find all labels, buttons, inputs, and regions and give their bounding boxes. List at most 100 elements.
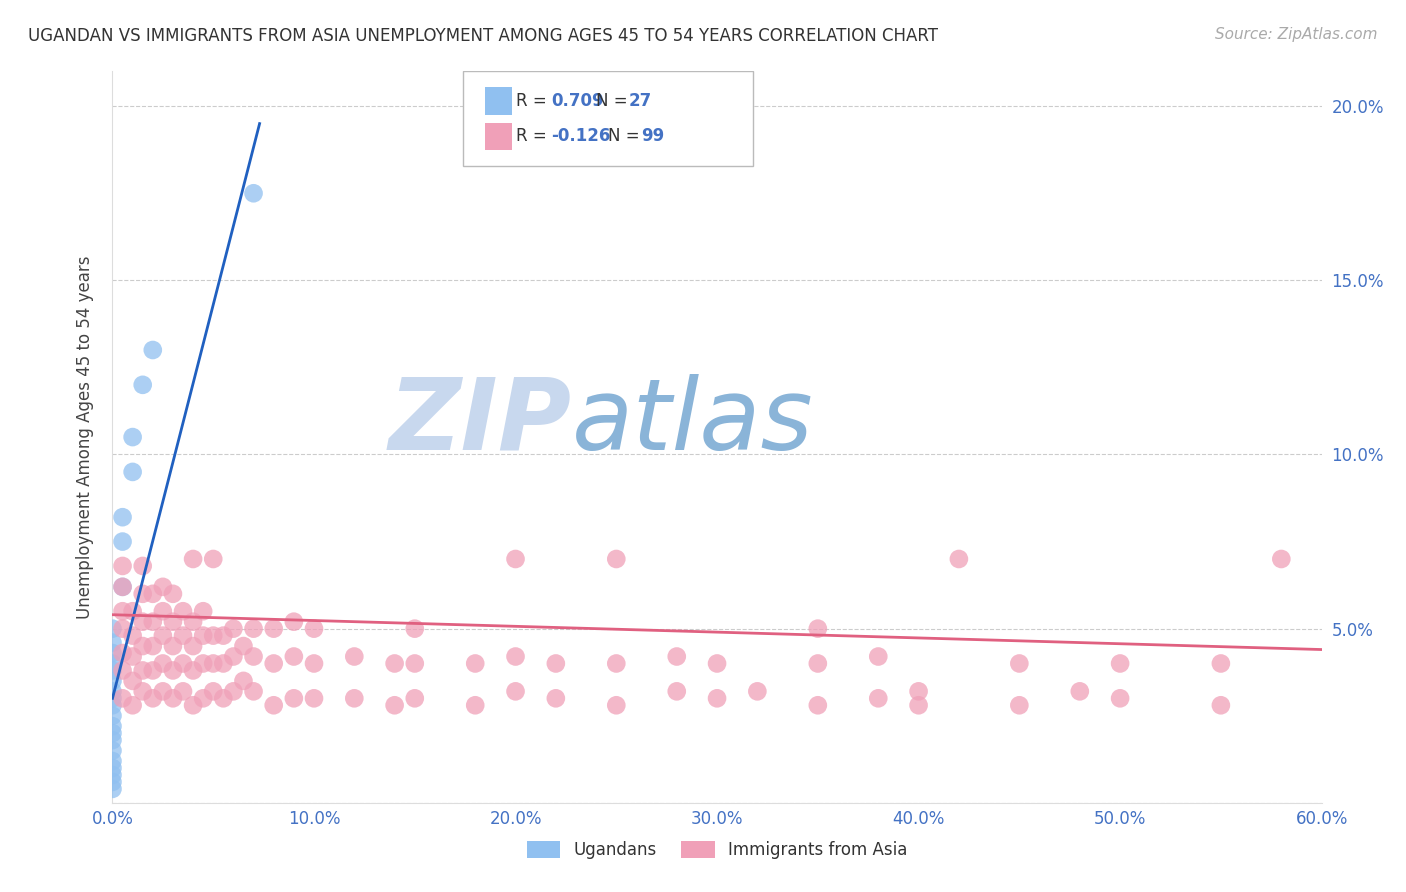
Point (111, 510, 134, 524)
Point (101, 761, 124, 775)
Point (142, 639, 165, 653)
Point (907, 698, 929, 713)
Point (212, 691, 235, 706)
Point (152, 580, 174, 594)
Point (132, 558, 155, 573)
Point (384, 698, 406, 713)
Point (111, 580, 134, 594)
Point (191, 604, 214, 618)
Point (404, 622, 426, 636)
Point (232, 673, 254, 688)
Point (1270, 552, 1292, 566)
Point (101, 768, 124, 782)
Point (706, 691, 728, 706)
Point (807, 657, 830, 671)
Point (181, 615, 204, 629)
Point (1069, 684, 1091, 698)
Point (172, 684, 194, 698)
Point (111, 534, 134, 549)
Point (404, 691, 426, 706)
Point (132, 377, 155, 392)
Point (142, 664, 165, 678)
Point (162, 615, 184, 629)
Point (111, 580, 134, 594)
Point (162, 639, 184, 653)
Point (283, 691, 305, 706)
Point (162, 691, 184, 706)
Point (544, 657, 567, 671)
Point (464, 657, 486, 671)
Point (868, 649, 890, 664)
Point (121, 430, 143, 444)
Point (101, 698, 124, 713)
Point (343, 649, 366, 664)
Point (283, 649, 305, 664)
Point (868, 691, 890, 706)
Point (706, 657, 728, 671)
Point (101, 708, 124, 723)
Point (101, 775, 124, 789)
Point (807, 622, 830, 636)
Point (152, 629, 174, 643)
Point (404, 657, 426, 671)
Text: Source: ZipAtlas.com: Source: ZipAtlas.com (1215, 27, 1378, 42)
Point (162, 587, 184, 601)
Point (132, 615, 155, 629)
Text: R =: R = (516, 128, 553, 145)
Point (101, 664, 124, 678)
Point (121, 465, 143, 479)
Point (302, 622, 325, 636)
Point (111, 558, 134, 573)
Text: N =: N = (609, 128, 645, 145)
Point (202, 657, 225, 671)
Point (1109, 657, 1132, 671)
Point (191, 691, 214, 706)
Text: UGANDAN VS IMMIGRANTS FROM ASIA UNEMPLOYMENT AMONG AGES 45 TO 54 YEARS CORRELATI: UGANDAN VS IMMIGRANTS FROM ASIA UNEMPLOY… (28, 27, 938, 45)
Point (101, 646, 124, 660)
Point (202, 552, 225, 566)
Text: N =: N = (596, 93, 633, 111)
Point (907, 684, 929, 698)
Point (101, 726, 124, 740)
Point (544, 691, 567, 706)
Point (212, 657, 235, 671)
Point (605, 657, 627, 671)
Point (142, 587, 165, 601)
Point (111, 664, 134, 678)
Point (212, 629, 235, 643)
Text: ZIP: ZIP (389, 374, 572, 471)
Y-axis label: Unemployment Among Ages 45 to 54 years: Unemployment Among Ages 45 to 54 years (76, 255, 94, 619)
Point (1008, 698, 1031, 713)
Point (505, 649, 527, 664)
Point (605, 698, 627, 713)
Point (232, 639, 254, 653)
FancyBboxPatch shape (485, 87, 512, 115)
Point (222, 622, 245, 636)
Point (222, 684, 245, 698)
Point (111, 604, 134, 618)
Point (101, 754, 124, 768)
Point (101, 781, 124, 796)
Point (172, 604, 194, 618)
Point (242, 622, 264, 636)
Point (111, 622, 134, 636)
Point (121, 629, 143, 643)
Point (142, 343, 165, 357)
Text: 99: 99 (641, 128, 664, 145)
Point (172, 629, 194, 643)
Point (242, 684, 264, 698)
Point (605, 552, 627, 566)
Point (191, 629, 214, 643)
Point (101, 691, 124, 706)
Point (302, 657, 325, 671)
FancyBboxPatch shape (485, 122, 512, 151)
Point (202, 684, 225, 698)
Point (242, 649, 264, 664)
Point (343, 691, 366, 706)
Point (191, 657, 214, 671)
Point (132, 587, 155, 601)
Point (302, 691, 325, 706)
Point (152, 684, 174, 698)
Point (111, 691, 134, 706)
Point (505, 552, 527, 566)
